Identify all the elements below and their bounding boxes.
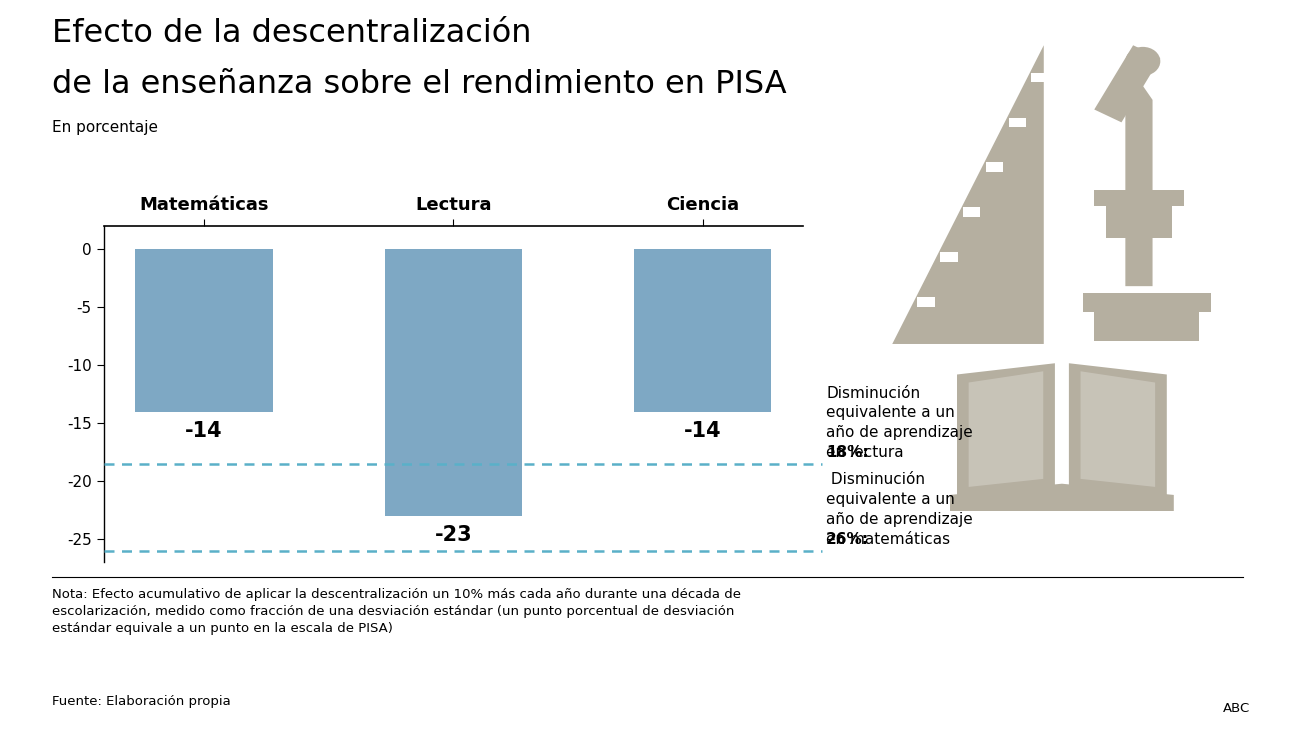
Polygon shape bbox=[1080, 372, 1155, 487]
Text: Fuente: Elaboración propia: Fuente: Elaboración propia bbox=[52, 695, 231, 708]
Polygon shape bbox=[969, 372, 1044, 487]
Polygon shape bbox=[1083, 293, 1211, 312]
Polygon shape bbox=[1031, 72, 1049, 82]
Text: Efecto de la descentralización: Efecto de la descentralización bbox=[52, 18, 531, 49]
Circle shape bbox=[1125, 47, 1160, 76]
Polygon shape bbox=[1106, 190, 1172, 238]
Polygon shape bbox=[985, 163, 1004, 172]
Polygon shape bbox=[1094, 312, 1199, 341]
Bar bbox=[136, 250, 272, 412]
Text: 18%:: 18%: bbox=[826, 445, 869, 460]
Polygon shape bbox=[892, 45, 1044, 344]
Text: Disminución
equivalente a un
año de aprendizaje
en lectura: Disminución equivalente a un año de apre… bbox=[826, 366, 973, 460]
Polygon shape bbox=[963, 207, 980, 217]
Text: -14: -14 bbox=[185, 420, 223, 441]
Text: ABC: ABC bbox=[1222, 702, 1250, 715]
Polygon shape bbox=[957, 364, 1055, 498]
Polygon shape bbox=[951, 484, 1173, 511]
Polygon shape bbox=[1125, 77, 1153, 286]
Polygon shape bbox=[1068, 364, 1167, 498]
Text: Nota: Efecto acumulativo de aplicar la descentralización un 10% más cada año dur: Nota: Efecto acumulativo de aplicar la d… bbox=[52, 588, 741, 634]
Bar bbox=[385, 250, 522, 516]
Bar bbox=[635, 250, 771, 412]
Polygon shape bbox=[917, 297, 935, 307]
Text: -23: -23 bbox=[434, 525, 473, 545]
Text: de la enseñanza sobre el rendimiento en PISA: de la enseñanza sobre el rendimiento en … bbox=[52, 69, 786, 100]
Polygon shape bbox=[940, 253, 957, 262]
Polygon shape bbox=[1094, 190, 1184, 206]
Polygon shape bbox=[1094, 45, 1160, 123]
Text: En porcentaje: En porcentaje bbox=[52, 120, 158, 136]
Text: 26%:: 26%: bbox=[826, 532, 869, 547]
Text: Disminución
equivalente a un
año de aprendizaje
en matemáticas: Disminución equivalente a un año de apre… bbox=[826, 472, 973, 547]
Text: -14: -14 bbox=[684, 420, 721, 441]
Polygon shape bbox=[1009, 118, 1026, 127]
